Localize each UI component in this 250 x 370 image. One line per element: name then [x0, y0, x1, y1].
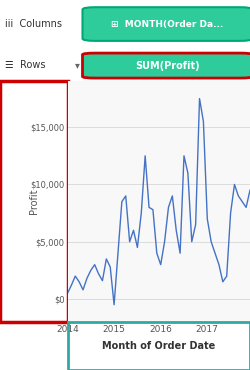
- Text: iii  Columns: iii Columns: [5, 19, 62, 29]
- Text: Profit: Profit: [29, 189, 39, 214]
- Text: ▾: ▾: [75, 60, 80, 70]
- FancyBboxPatch shape: [82, 53, 250, 78]
- FancyBboxPatch shape: [82, 7, 250, 41]
- Text: Month of Order Date: Month of Order Date: [102, 341, 216, 351]
- Text: ☰  Rows: ☰ Rows: [5, 60, 46, 70]
- Text: SUM(Profit): SUM(Profit): [135, 61, 200, 71]
- Text: ⊞  MONTH(Order Da...: ⊞ MONTH(Order Da...: [111, 20, 224, 28]
